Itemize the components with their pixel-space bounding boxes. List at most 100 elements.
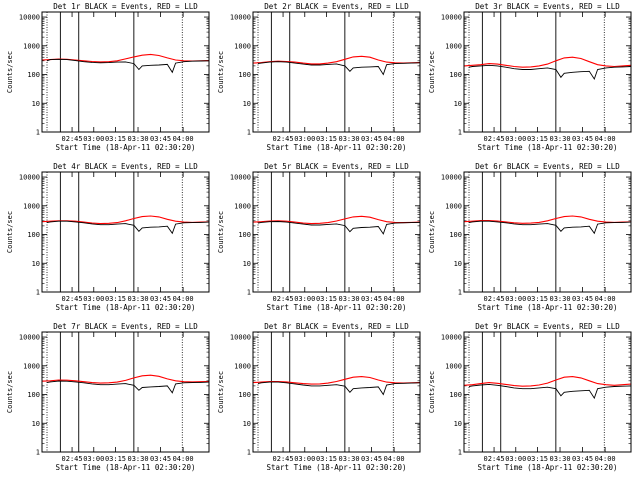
x-tick-label: 03:30 (549, 295, 570, 303)
x-tick-label: 03:45 (572, 455, 593, 463)
detector-panel-2: Det 2r BLACK = Events, RED = LLD 1 10 100 10… (217, 2, 421, 152)
y-axis-label: Counts/sec (217, 51, 225, 93)
x-tick-label: 03:00 (505, 455, 526, 463)
x-tick-label: 03:15 (527, 455, 548, 463)
x-tick-label: 02:45 (273, 135, 294, 143)
y-axis-label: Counts/sec (428, 371, 436, 413)
y-axis-label: Counts/sec (217, 211, 225, 253)
y-tick-label: 1000 (23, 42, 40, 50)
x-tick-label: 03:30 (127, 135, 148, 143)
x-tick-label: 03:15 (527, 295, 548, 303)
series-black-line (468, 64, 632, 81)
series-black-line (257, 61, 421, 76)
y-tick-label: 1 (458, 449, 462, 457)
y-axis-label: Counts/sec (6, 51, 14, 93)
series-red-line (41, 53, 210, 63)
series-red-line (463, 56, 632, 68)
x-axis-label: Start Time (18-Apr-11 02:30:20) (56, 303, 196, 312)
y-tick-label: 100 (449, 71, 462, 79)
x-tick-label: 02:45 (484, 455, 505, 463)
detector-panel-6: Det 6r BLACK = Events, RED = LLD 1 10 100 10… (428, 162, 632, 312)
plot-frame (41, 171, 210, 293)
y-tick-label: 10 (243, 260, 251, 268)
y-tick-label: 100 (238, 231, 251, 239)
y-tick-label: 1000 (234, 202, 251, 210)
x-tick-label: 03:15 (527, 135, 548, 143)
y-tick-label: 100 (449, 231, 462, 239)
y-tick-label: 1 (247, 289, 251, 297)
series-red-line (41, 374, 210, 384)
y-tick-label: 10 (243, 420, 251, 428)
x-tick-label: 03:15 (316, 455, 337, 463)
x-tick-label: 02:45 (62, 135, 83, 143)
series-red-line (463, 215, 632, 224)
y-tick-label: 1 (36, 449, 40, 457)
series-red-line (41, 215, 210, 225)
y-tick-label: 10000 (230, 174, 251, 182)
y-tick-label: 10 (32, 420, 40, 428)
y-tick-label: 1 (36, 129, 40, 137)
detector-panel-1: Det 1r BLACK = Events, RED = LLD 1 10 100 10… (6, 2, 210, 152)
y-tick-label: 1 (36, 289, 40, 297)
x-axis-label: Start Time (18-Apr-11 02:30:20) (478, 143, 618, 152)
x-tick-label: 04:00 (173, 455, 194, 463)
x-tick-label: 04:00 (384, 295, 405, 303)
x-tick-label: 03:00 (83, 135, 104, 143)
detector-panel-3: Det 3r BLACK = Events, RED = LLD 1 10 100 10… (428, 2, 632, 152)
x-tick-label: 04:00 (384, 135, 405, 143)
y-tick-label: 1000 (23, 362, 40, 370)
x-tick-label: 03:15 (316, 135, 337, 143)
x-tick-label: 03:30 (338, 295, 359, 303)
x-tick-label: 03:15 (105, 455, 126, 463)
series-black-line (257, 381, 421, 396)
series-black-line (468, 220, 632, 235)
x-tick-label: 03:45 (361, 455, 382, 463)
x-axis-label: Start Time (18-Apr-11 02:30:20) (267, 143, 407, 152)
x-tick-label: 03:30 (338, 135, 359, 143)
y-tick-label: 100 (238, 71, 251, 79)
y-tick-label: 10 (454, 100, 462, 108)
x-tick-label: 02:45 (273, 295, 294, 303)
x-tick-label: 03:15 (316, 295, 337, 303)
detector-panel-9: Det 9r BLACK = Events, RED = LLD 1 10 100 10… (428, 322, 632, 472)
plot-frame (463, 171, 632, 293)
x-tick-label: 03:30 (127, 295, 148, 303)
panel-title: Det 4r BLACK = Events, RED = LLD (53, 162, 198, 171)
y-tick-label: 100 (449, 391, 462, 399)
x-tick-label: 03:00 (505, 135, 526, 143)
series-black-line (257, 221, 421, 235)
series-black-line (468, 383, 632, 400)
y-tick-label: 1000 (445, 42, 462, 50)
plot-frame (463, 11, 632, 133)
y-tick-label: 10 (32, 100, 40, 108)
y-tick-label: 1 (247, 129, 251, 137)
x-tick-label: 02:45 (62, 295, 83, 303)
y-tick-label: 1000 (445, 362, 462, 370)
x-tick-label: 03:15 (105, 135, 126, 143)
x-tick-label: 03:30 (338, 455, 359, 463)
series-red-line (252, 215, 421, 225)
y-tick-label: 10000 (19, 334, 40, 342)
series-red-line (463, 376, 632, 387)
panel-title: Det 5r BLACK = Events, RED = LLD (264, 162, 409, 171)
y-tick-label: 10000 (441, 334, 462, 342)
x-tick-label: 04:00 (595, 295, 616, 303)
x-tick-label: 03:00 (505, 295, 526, 303)
x-tick-label: 03:30 (549, 135, 570, 143)
y-tick-label: 100 (27, 231, 40, 239)
y-axis-label: Counts/sec (6, 371, 14, 413)
x-tick-label: 03:00 (294, 295, 315, 303)
panel-title: Det 6r BLACK = Events, RED = LLD (475, 162, 620, 171)
y-tick-label: 10000 (441, 14, 462, 22)
plot-frame (41, 331, 210, 453)
y-tick-label: 10 (454, 260, 462, 268)
x-axis-label: Start Time (18-Apr-11 02:30:20) (267, 463, 407, 472)
x-tick-label: 03:45 (150, 455, 171, 463)
x-tick-label: 03:30 (549, 455, 570, 463)
panel-title: Det 2r BLACK = Events, RED = LLD (264, 2, 409, 11)
y-tick-label: 10 (32, 260, 40, 268)
x-tick-label: 02:45 (484, 135, 505, 143)
detector-panel-7: Det 7r BLACK = Events, RED = LLD 1 10 100 10… (6, 322, 210, 472)
series-red-line (252, 55, 421, 65)
y-axis-label: Counts/sec (6, 211, 14, 253)
